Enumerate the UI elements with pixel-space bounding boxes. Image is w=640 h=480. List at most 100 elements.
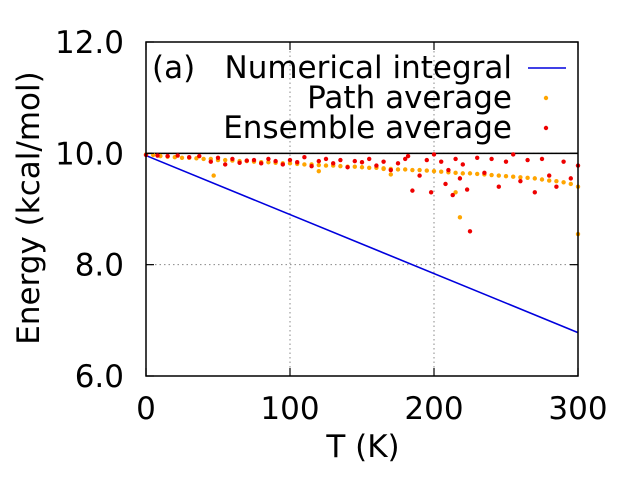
- ensemble-average-point: [197, 153, 202, 159]
- path-average-point: [503, 173, 509, 179]
- ensemble-average-point: [323, 156, 329, 162]
- plot-frame: [145, 41, 579, 377]
- path-average-point: [359, 165, 365, 170]
- path-average-point: [547, 178, 552, 183]
- legend-label: Ensemble average: [223, 110, 512, 146]
- ensemble-average-point: [568, 176, 573, 181]
- path-average-point: [489, 172, 494, 178]
- path-average-point: [525, 175, 530, 181]
- ensemble-average-point: [518, 178, 523, 184]
- path-average-point: [287, 161, 293, 166]
- ensemble-average-point: [453, 156, 458, 162]
- path-average-point: [201, 156, 206, 162]
- path-average-point: [453, 170, 458, 176]
- ensemble-average-point: [395, 161, 401, 166]
- path-average-point: [316, 168, 321, 174]
- path-average-point: [439, 169, 444, 174]
- path-average-point: [352, 164, 357, 169]
- legend-label: Numerical integral: [225, 50, 513, 86]
- ensemble-average-point: [450, 192, 455, 198]
- ensemble-average-point: [280, 162, 285, 167]
- path-average-point: [431, 168, 437, 174]
- path-average-point: [424, 168, 429, 173]
- ensemble-average-point: [345, 165, 350, 170]
- ensemble-average-point: [446, 167, 451, 173]
- ensemble-average-point: [367, 156, 372, 162]
- ensemble-average-point: [223, 162, 228, 167]
- ensemble-average-point: [467, 229, 473, 234]
- ensemble-average-point: [155, 153, 160, 158]
- ensemble-average-point: [424, 157, 429, 163]
- ensemble-average-point: [352, 158, 357, 164]
- panel-label: (a): [152, 50, 195, 86]
- ensemble-average-point: [359, 160, 365, 165]
- path-average-point: [532, 176, 537, 181]
- ensemble-average-point: [331, 161, 336, 166]
- ensemble-average-point: [165, 153, 170, 159]
- ensemble-average-point: [457, 176, 463, 181]
- ensemble-average-point: [428, 190, 434, 195]
- ensemble-average-point: [482, 170, 487, 176]
- path-average-point: [223, 157, 228, 163]
- x-tick-label: 100: [260, 391, 319, 427]
- y-tick-label: 10.0: [55, 136, 124, 172]
- ensemble-average-point: [244, 158, 249, 163]
- ensemble-average-point: [561, 159, 566, 164]
- path-average-point: [496, 173, 501, 178]
- ensemble-average-point: [511, 152, 516, 157]
- ensemble-average-point: [316, 158, 321, 164]
- ensemble-average-point: [388, 167, 393, 173]
- ensemble-average-point: [417, 173, 422, 178]
- path-average-point: [316, 162, 321, 168]
- ensemble-average-point: [237, 160, 242, 165]
- ensemble-average-point: [208, 159, 213, 164]
- ensemble-average-point: [309, 163, 314, 169]
- x-axis-title: T (K): [325, 429, 399, 465]
- ensemble-average-point: [460, 162, 465, 167]
- ensemble-average-point: [475, 155, 480, 160]
- ensemble-average-point: [266, 156, 271, 162]
- series-line-numerical-integral: [145, 154, 579, 334]
- series-layer: [143, 152, 581, 334]
- ensemble-average-point: [215, 155, 221, 160]
- path-average-point: [460, 171, 465, 176]
- path-average-point: [395, 167, 401, 172]
- legend-swatch-point: [543, 95, 549, 101]
- ensemble-average-point: [302, 155, 307, 160]
- ensemble-average-point: [287, 157, 293, 163]
- path-average-point: [381, 166, 386, 172]
- legend-label: Path average: [307, 80, 512, 116]
- y-axis-title: Energy (kcal/mol): [11, 71, 47, 344]
- x-tick-label: 0: [136, 391, 156, 427]
- path-average-point: [554, 178, 559, 184]
- path-average-point: [467, 171, 473, 176]
- path-average-point: [179, 155, 185, 160]
- path-average-point: [302, 162, 307, 167]
- ensemble-average-point: [187, 155, 192, 160]
- ensemble-average-point: [338, 157, 343, 163]
- ensemble-average-point: [554, 184, 559, 189]
- x-tick-label: 200: [404, 391, 463, 427]
- x-tick-label: 300: [548, 391, 607, 427]
- y-tick-label: 12.0: [55, 25, 124, 61]
- path-average-point: [511, 174, 516, 179]
- ensemble-average-point: [273, 158, 278, 164]
- tick-layer: 0 100 200 300 6.0 8.0 10.0 12.0: [55, 25, 608, 427]
- ensemble-average-point: [547, 173, 552, 178]
- path-average-point: [475, 171, 480, 177]
- path-average-point: [561, 180, 566, 185]
- path-average-point: [367, 165, 372, 171]
- ensemble-average-point: [464, 187, 470, 192]
- ensemble-average-point: [496, 184, 501, 189]
- path-average-point: [518, 175, 523, 180]
- legend-swatch-point: [543, 125, 549, 131]
- ensemble-average-point: [539, 156, 545, 162]
- path-average-point: [457, 215, 463, 220]
- ensemble-average-point: [489, 156, 494, 162]
- ensemble-average-point: [439, 159, 444, 164]
- path-average-point: [417, 167, 422, 173]
- path-average-point: [266, 160, 271, 165]
- y-tick-label: 8.0: [75, 248, 124, 284]
